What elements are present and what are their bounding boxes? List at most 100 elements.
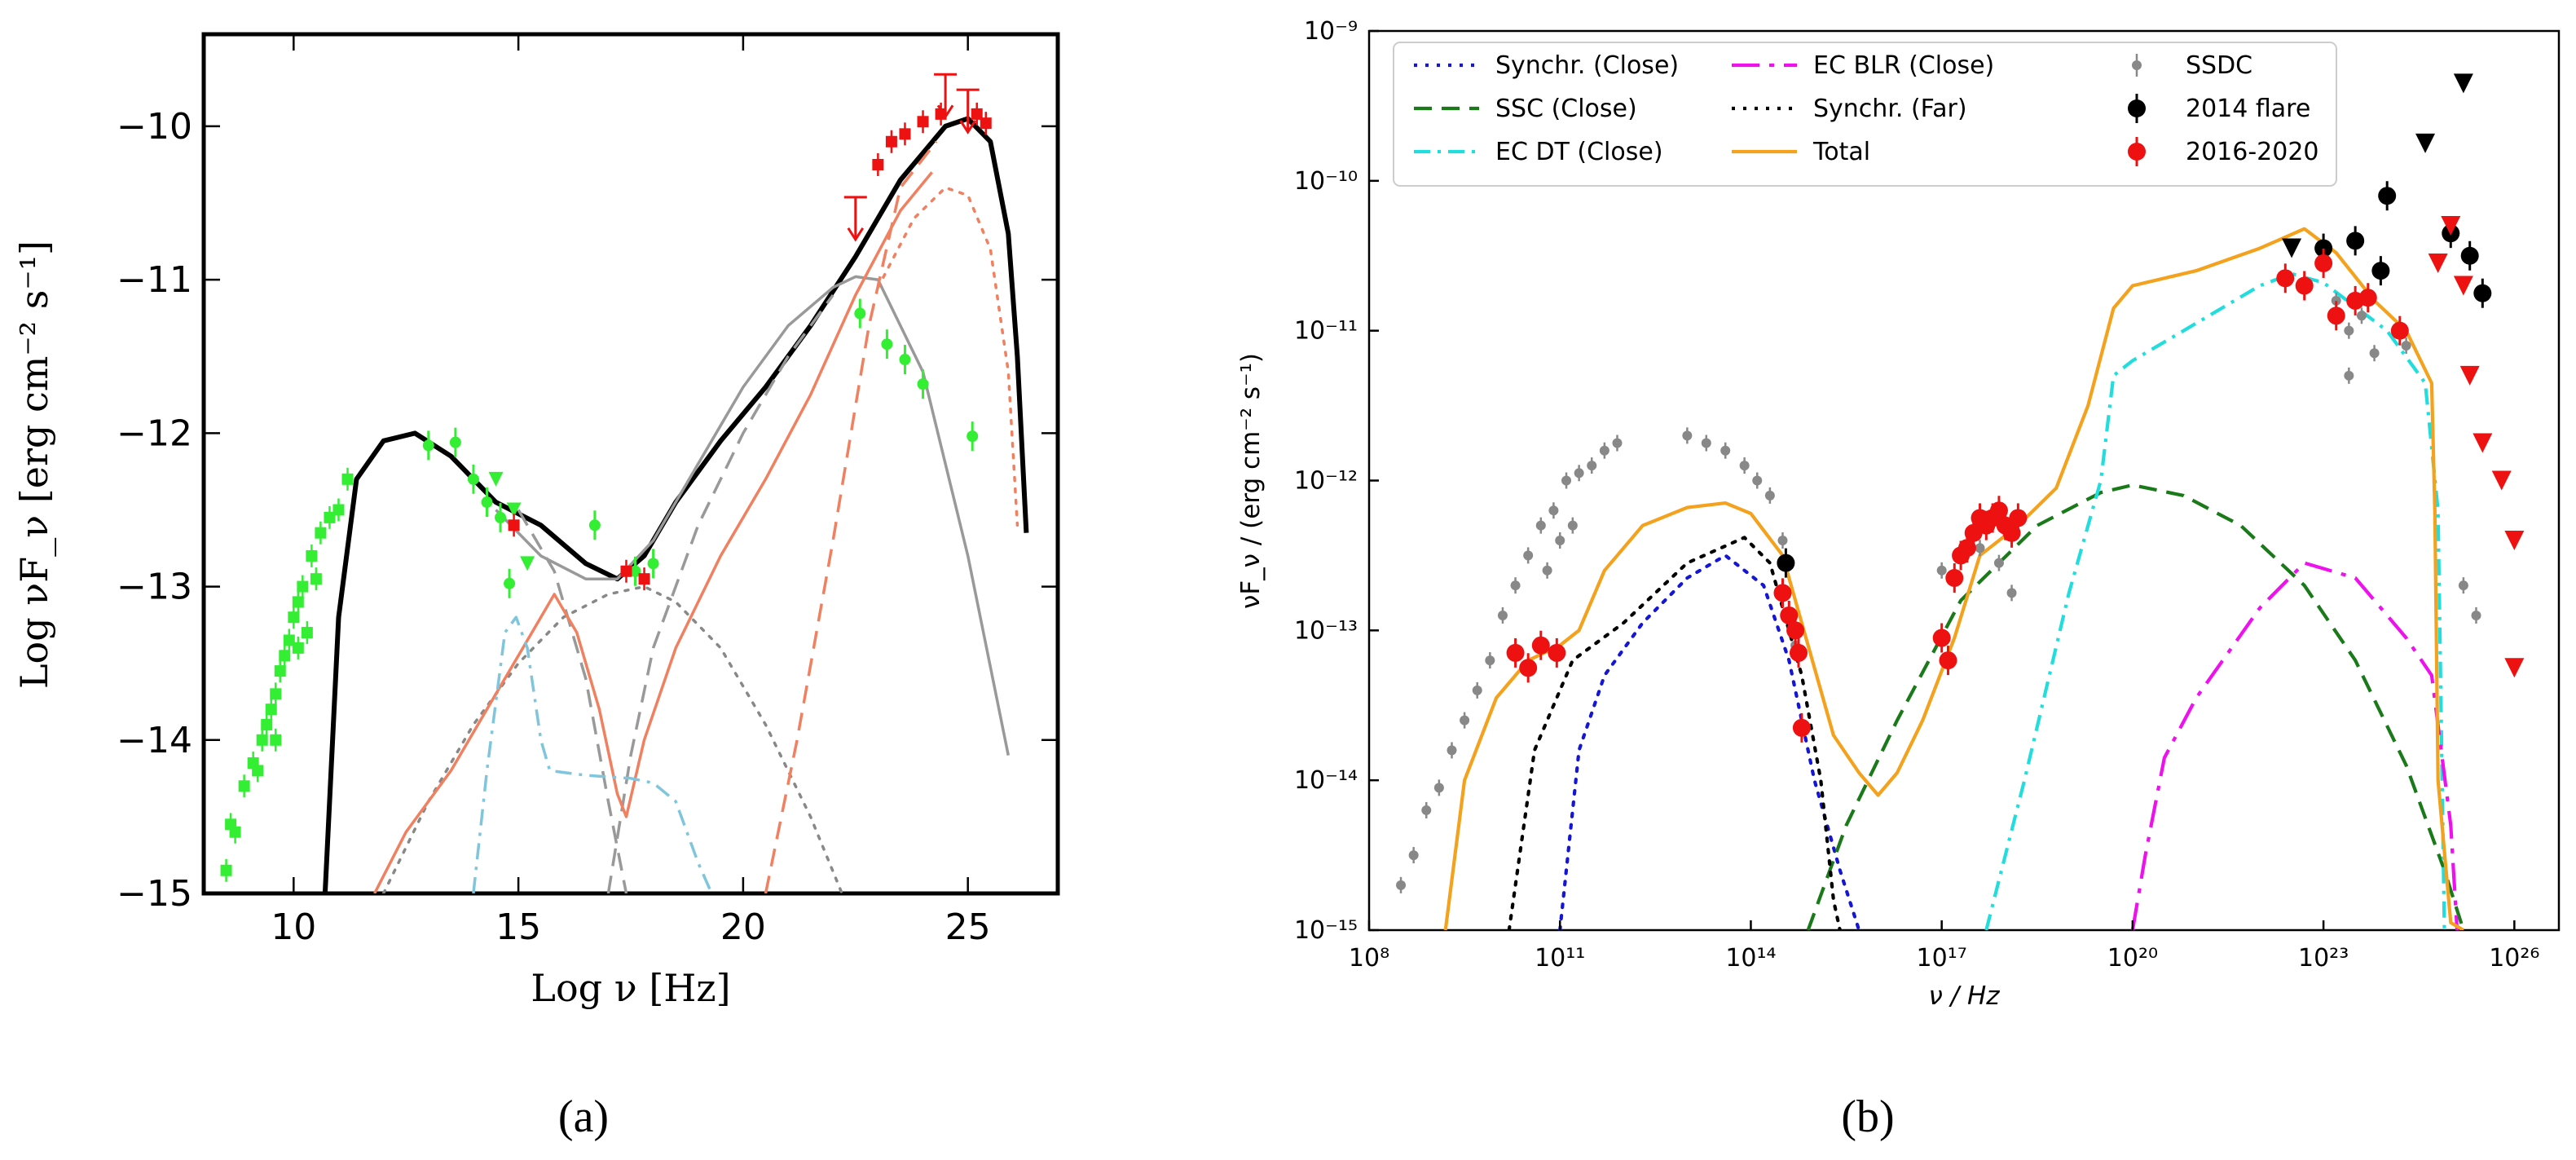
marker-optical-uv — [504, 577, 516, 589]
marker-ssdc — [1936, 565, 1947, 576]
marker-ssdc — [1523, 550, 1534, 561]
series-line-ec-dt-close- — [1984, 271, 2446, 930]
marker-x-ray-uplim — [488, 471, 504, 487]
marker-radio-ir — [220, 864, 232, 876]
marker-ssdc — [1993, 558, 2004, 568]
marker-ssdc — [2401, 341, 2411, 351]
caption-a: (a) — [558, 1092, 609, 1142]
marker-ssdc — [2458, 580, 2468, 591]
x-tick-label: 10²⁶ — [2489, 944, 2539, 973]
marker-2016-2020-upper-limits — [2491, 470, 2512, 491]
marker-2016-2020 — [1989, 501, 2008, 520]
marker-ssdc — [1739, 461, 1750, 471]
x-tick-label: 10¹¹ — [1535, 944, 1585, 973]
marker-fermi-lat — [638, 573, 650, 585]
marker-optical-uv — [917, 378, 929, 390]
marker-optical-uv — [481, 496, 493, 509]
marker-ssdc — [1720, 445, 1731, 456]
marker-radio-ir — [310, 573, 322, 585]
marker-2016-2020 — [2002, 523, 2021, 542]
legend-entry-2016-2020-label: 2016-2020 — [2186, 138, 2319, 166]
marker-ssdc — [1408, 850, 1419, 861]
marker-ssdc — [1587, 461, 1597, 471]
marker-ssdc — [1421, 805, 1432, 815]
marker-radio-ir — [274, 665, 286, 677]
series-line-3 — [606, 293, 834, 893]
marker-ssdc — [1497, 610, 1508, 620]
marker-ssdc — [2356, 311, 2367, 321]
marker-2016-2020 — [1790, 643, 1808, 662]
x-tick-label: 10 — [271, 906, 316, 948]
series-line-total — [1443, 227, 2464, 930]
marker-optical-uv — [467, 473, 479, 485]
marker-x-ray-uplim — [506, 502, 522, 518]
legend-entry-synchr-close--label: Synchr. (Close) — [1495, 51, 1679, 80]
marker-optical-uv — [899, 354, 911, 366]
x-tick-label: 10¹⁴ — [1725, 944, 1776, 973]
panel-b: 10⁸ 10¹¹ 10¹⁴ 10¹⁷ 10²⁰ 10²³ 10²⁶ 10⁻¹⁵ 10⁻¹⁴ 10⁻… — [1236, 17, 2561, 1011]
marker-ssdc — [1472, 685, 1482, 695]
marker-radio-ir — [341, 473, 354, 485]
marker-radio-ir — [238, 780, 250, 792]
y-tick-label: 10⁻¹¹ — [1294, 317, 1358, 346]
marker-radio-ir — [265, 703, 277, 716]
marker-radio-ir — [256, 734, 268, 746]
marker-ssdc — [1701, 438, 1711, 448]
y-tick-label: −13 — [117, 567, 192, 608]
marker-2016-2020 — [1786, 621, 1805, 640]
marker-2016-2020 — [1506, 643, 1525, 662]
series-line-0 — [322, 116, 1029, 893]
marker-radio-ir — [292, 642, 304, 654]
marker-2014-flare-upper-limits — [2282, 238, 2302, 258]
legend-entry-synchr-far--label: Synchr. (Far) — [1813, 95, 1967, 123]
marker-2016-2020 — [1548, 643, 1566, 662]
marker-fermi-lat — [620, 565, 632, 577]
y-tick-label: 10⁻⁹ — [1304, 17, 1358, 46]
marker-radio-ir — [288, 611, 300, 624]
legend-entry-ssdc-label: SSDC — [2186, 51, 2252, 80]
y-tick-label: 10⁻¹³ — [1294, 616, 1358, 645]
marker-2016-2020-upper-limits — [2504, 531, 2525, 551]
marker-2016-2020 — [1792, 718, 1811, 737]
marker-optical-uv — [629, 565, 641, 577]
marker-ssdc — [1542, 565, 1552, 576]
x-tick-label: 25 — [945, 906, 991, 948]
x-tick-label: 15 — [495, 906, 541, 948]
panel-clipped-content — [220, 73, 1029, 893]
marker-fermi-lat — [935, 108, 947, 120]
marker-2014-flare — [2346, 232, 2365, 250]
marker-optical-uv — [854, 307, 866, 320]
marker-ssdc — [1777, 536, 1788, 546]
marker-ssdc — [1447, 745, 1457, 756]
series-line-ec-blr-close- — [2130, 561, 2459, 930]
marker-ssdc — [1752, 475, 1763, 486]
series-line-synchr-close- — [1558, 554, 1861, 930]
marker-ssdc — [1555, 536, 1565, 546]
marker-ssdc — [2006, 588, 2017, 598]
panel-a-y-axis-label: Log νF_ν [erg cm⁻² s⁻¹] — [12, 240, 56, 689]
marker-ssdc — [1548, 505, 1559, 516]
marker-fermi-lat — [885, 135, 897, 148]
marker-ssdc — [1561, 475, 1572, 486]
marker-ssdc — [1682, 430, 1693, 441]
marker-optical-uv — [495, 511, 507, 523]
y-tick-label: 10⁻¹⁵ — [1294, 916, 1358, 945]
marker-fermi-lat — [508, 519, 520, 531]
marker-fermi-uplim-head — [959, 120, 976, 135]
panel-clipped-content — [1396, 73, 2525, 930]
legend-entry-ssdc-swatch — [2132, 60, 2142, 70]
panel-b-legend: Synchr. (Close) SSC (Close) EC DT (Close) E… — [1393, 42, 2337, 187]
marker-2016-2020 — [1957, 539, 1976, 558]
marker-2016-2020 — [2276, 269, 2295, 288]
marker-ssdc — [1510, 580, 1521, 591]
marker-ssdc — [2369, 348, 2380, 359]
marker-ssdc — [1433, 783, 1444, 793]
y-tick-label: 10⁻¹⁰ — [1294, 167, 1358, 196]
marker-2016-2020 — [2314, 254, 2333, 272]
x-tick-label: 10²³ — [2298, 944, 2349, 973]
marker-2014-flare-upper-limits — [2453, 73, 2473, 94]
panel-a-x-axis-label: Log ν [Hz] — [531, 966, 730, 1010]
marker-ssdc — [2471, 610, 2481, 620]
marker-ssdc — [1567, 520, 1578, 531]
